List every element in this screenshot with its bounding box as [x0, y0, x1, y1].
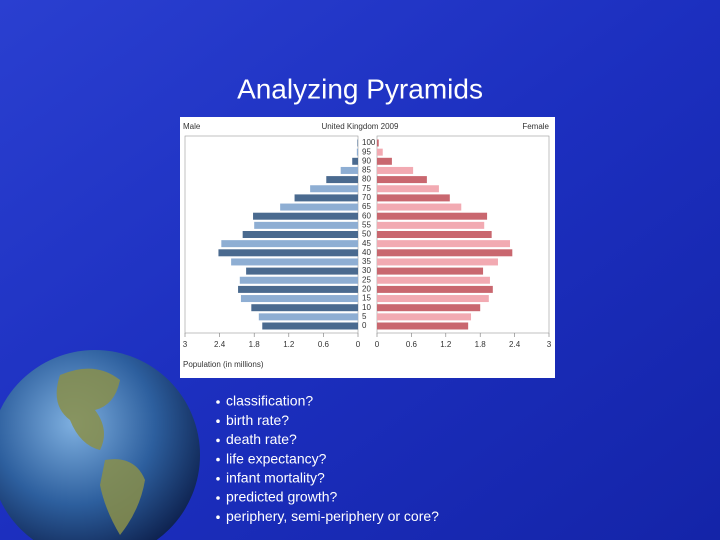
x-tick-label: 1.8	[475, 340, 487, 349]
bar	[340, 166, 358, 174]
x-tick-label: 1.2	[440, 340, 452, 349]
chart-panel	[180, 117, 555, 378]
bar	[251, 304, 358, 312]
bar	[254, 221, 358, 229]
bar	[377, 322, 469, 330]
age-label: 40	[362, 248, 371, 257]
age-label: 50	[362, 230, 371, 239]
bar	[221, 240, 358, 248]
bar	[280, 203, 358, 211]
age-label: 25	[362, 275, 371, 284]
x-tick-label: 0	[375, 340, 380, 349]
bullet-text: death rate?	[226, 431, 297, 447]
bullet-text: birth rate?	[226, 412, 289, 428]
age-label: 45	[362, 239, 371, 248]
age-label: 65	[362, 202, 371, 211]
bar	[377, 267, 484, 275]
bar	[377, 166, 414, 174]
age-label: 5	[362, 312, 367, 321]
bar	[258, 313, 358, 321]
bullet-text: periphery, semi-periphery or core?	[226, 508, 439, 524]
bar	[262, 322, 358, 330]
age-label: 55	[362, 220, 371, 229]
slide-title: Analyzing Pyramids	[237, 73, 483, 104]
age-label: 75	[362, 184, 371, 193]
bar	[377, 313, 472, 321]
bullet-dot	[216, 496, 220, 500]
bullet-text: predicted growth?	[226, 489, 338, 505]
bar	[377, 231, 492, 238]
age-label: 15	[362, 294, 371, 303]
bar	[253, 212, 358, 220]
bar	[246, 267, 358, 275]
bar	[377, 221, 485, 229]
bullet-dot	[216, 515, 220, 519]
bar	[377, 203, 462, 211]
bar	[377, 148, 383, 156]
x-tick-label: 0	[356, 340, 361, 349]
bullet-dot	[216, 477, 220, 481]
age-label: 95	[362, 147, 371, 156]
legend-male: Male	[183, 122, 201, 131]
chart-title: United Kingdom 2009	[322, 122, 399, 131]
age-label: 80	[362, 175, 371, 184]
bullet-text: life expectancy?	[226, 450, 327, 466]
age-label: 30	[362, 266, 371, 275]
bar	[377, 176, 427, 184]
bar	[356, 148, 358, 156]
bar	[377, 240, 511, 248]
bar	[377, 194, 450, 202]
bar	[231, 258, 358, 266]
bullet-list: classification? birth rate? death rate? lif…	[216, 393, 439, 524]
bar	[377, 249, 513, 257]
bar	[352, 157, 358, 165]
age-label: 10	[362, 303, 371, 312]
bar	[377, 304, 481, 312]
x-tick-label: 1.8	[249, 340, 261, 349]
bar	[326, 176, 358, 184]
x-axis-label: Population (in millions)	[183, 360, 264, 369]
bar	[377, 157, 392, 165]
legend-female: Female	[522, 122, 549, 131]
bullet-dot	[216, 400, 220, 404]
x-tick-label: 3	[183, 340, 188, 349]
age-label: 85	[362, 166, 371, 175]
bar	[377, 295, 489, 303]
age-label: 35	[362, 257, 371, 266]
bar	[242, 231, 358, 238]
bar	[218, 249, 358, 257]
bullet-text: classification?	[226, 393, 313, 409]
bar	[377, 276, 490, 284]
bar	[377, 139, 379, 147]
bullet-text: infant mortality?	[226, 470, 325, 486]
bar	[377, 258, 498, 266]
x-tick-label: 0.6	[406, 340, 418, 349]
bullet-dot	[216, 419, 220, 424]
x-tick-label: 0.6	[318, 340, 330, 349]
bar	[238, 285, 358, 293]
age-label: 70	[362, 193, 371, 202]
age-label: 20	[362, 285, 371, 294]
globe	[0, 350, 200, 540]
x-tick-label: 3	[547, 340, 552, 349]
age-label: 100	[362, 138, 376, 147]
bar	[377, 185, 439, 193]
age-label: 0	[362, 321, 367, 330]
age-label: 60	[362, 211, 371, 220]
bar	[294, 194, 358, 202]
bar	[377, 212, 488, 220]
bar	[377, 285, 493, 293]
bullet-dot	[216, 457, 220, 462]
bullet-dot	[216, 438, 220, 443]
bar	[240, 295, 358, 303]
x-tick-label: 1.2	[283, 340, 295, 349]
bar	[357, 139, 358, 147]
x-tick-label: 2.4	[509, 340, 521, 349]
age-label: 90	[362, 156, 371, 165]
x-tick-label: 2.4	[214, 340, 226, 349]
bar	[310, 185, 358, 193]
bar	[239, 276, 358, 284]
